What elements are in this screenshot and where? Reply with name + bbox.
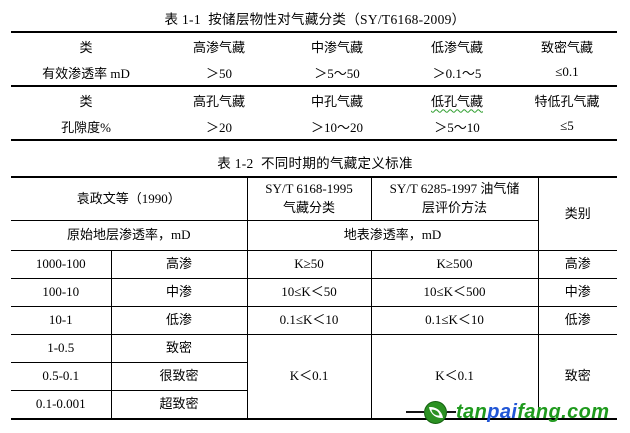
cell-subheader-surface-perm: 地表渗透率，mD	[246, 220, 539, 251]
watermark-text-fang: fang.com	[517, 400, 610, 423]
table-row: 100-10 中渗 10≤K＜50 10≤K＜500 中渗	[11, 278, 618, 307]
watermark-text-tan: tan	[456, 400, 488, 423]
table-row: 1-0.5 致密 K＜0.1 K＜0.1 致密	[11, 334, 618, 420]
table-1-1: 类 高渗气藏 中渗气藏 低渗气藏 致密气藏 有效渗透率 mD ＞50 ＞5～50…	[11, 31, 617, 141]
cell-low-por: 低孔气藏	[397, 85, 517, 113]
table-1-2: 袁政文等（1990） SY/T 6168-1995 气藏分类 SY/T 6285…	[11, 176, 618, 420]
cell-value: ＞0.1～5	[432, 65, 482, 81]
table-row: 1000-100 高渗 K≥50 K≥500 高渗	[11, 250, 618, 279]
cell-subheader-original-perm: 原始地层渗透率，mD	[11, 220, 248, 251]
cell-k-value: 10≤K＜500	[370, 278, 539, 307]
cell-value: ＞50	[205, 65, 232, 81]
cell-category: 中渗	[537, 278, 618, 307]
cell-category-merged: 致密	[537, 334, 618, 420]
watermark-text-pai: pai	[487, 400, 518, 423]
header-row: 原始地层渗透率，mD 地表渗透率，mD	[11, 220, 617, 251]
cell-range: 10-1	[11, 306, 112, 335]
cell-high-por: 高孔气藏	[161, 85, 277, 113]
table-row: 10-1 低渗 0.1≤K＜10 0.1≤K＜10 低渗	[11, 306, 618, 335]
cell-value: ＞5～10	[434, 119, 480, 135]
cell-value: ≤5	[560, 118, 574, 133]
table-1-2-title: 表 1-2 不同时期的气藏定义标准	[217, 156, 413, 171]
cell-sy6168-header: SY/T 6168-1995 气藏分类	[246, 176, 372, 221]
header-line: SY/T 6168-1995	[265, 181, 353, 197]
cell-mid-por: 中孔气藏	[277, 85, 397, 113]
cell-grade: 低渗	[110, 306, 248, 335]
watermark-dash	[406, 411, 424, 413]
cell-category: 低渗	[537, 306, 618, 335]
watermark-dash	[447, 411, 456, 413]
cell-k-merged: K＜0.1	[370, 334, 539, 420]
cell-k-value: K≥50	[246, 250, 372, 279]
cell-grade: 致密	[110, 334, 248, 363]
cell-k-value: 0.1≤K＜10	[246, 306, 372, 335]
table-row: 0.1-0.001 超致密	[11, 390, 617, 420]
cell-very-low-por: 特低孔气藏	[517, 85, 617, 113]
cell-low-perm: 低渗气藏	[430, 39, 483, 55]
cell-grade: 很致密	[110, 362, 248, 391]
cell-sy6285-header: SY/T 6285-1997 油气储 层评价方法	[370, 176, 539, 221]
cell-value: ≤0.1	[555, 64, 579, 79]
header-row: 袁政文等（1990） SY/T 6168-1995 气藏分类 SY/T 6285…	[11, 176, 618, 251]
cell-range: 1-0.5	[11, 334, 112, 363]
cell-grade: 超致密	[110, 390, 248, 420]
cell-category-header: 类别	[537, 176, 618, 251]
cell-high-perm: 高渗气藏	[192, 39, 245, 55]
watermark-tanpaifang: tanpaifang.com	[406, 398, 609, 426]
table-row: 有效渗透率 mD ＞50 ＞5～50 ＞0.1～5 ≤0.1	[11, 59, 617, 86]
cell-range: 0.1-0.001	[11, 390, 112, 420]
cell-value: ＞10～20	[310, 119, 363, 135]
cell-value: ＞20	[205, 119, 232, 135]
cell-k-value: 10≤K＜50	[246, 278, 372, 307]
table-row: 0.5-0.1 很致密	[11, 362, 617, 391]
cell-range: 1000-100	[11, 250, 112, 279]
cell-grade: 高渗	[110, 250, 248, 279]
cell-k-merged: K＜0.1	[246, 334, 372, 420]
watermark-text: tanpaifang.com	[456, 401, 609, 424]
cell-k-value: 0.1≤K＜10	[370, 306, 539, 335]
cell-category: 高渗	[537, 250, 618, 279]
table-row: 孔隙度% ＞20 ＞10～20 ＞5～10 ≤5	[11, 113, 617, 140]
table-1-1-title: 表 1-1 按储层物性对气藏分类（SY/T6168-2009）	[164, 12, 466, 27]
tanpaifang-logo-icon	[424, 400, 447, 424]
header-line: 层评价方法	[422, 200, 488, 215]
header-line: 气藏分类	[283, 200, 336, 215]
cell-grade: 中渗	[110, 278, 248, 307]
cell-tight: 致密气藏	[540, 39, 593, 55]
spellcheck-underline-text: 低孔气藏	[430, 93, 483, 109]
cell-perm-label: 有效渗透率 mD	[42, 65, 130, 81]
cell-range: 0.5-0.1	[11, 362, 112, 391]
cell-class-label: 类	[11, 85, 161, 113]
header-line: SY/T 6285-1997 油气储	[389, 181, 520, 197]
cell-value: ＞5～50	[314, 65, 360, 81]
cell-class-label: 类	[79, 39, 93, 55]
leaf-icon	[428, 404, 444, 420]
cell-author-header: 袁政文等（1990）	[11, 176, 248, 221]
table-row: 类 高孔气藏 中孔气藏 低孔气藏 特低孔气藏	[11, 85, 617, 113]
cell-k-value: K≥500	[370, 250, 539, 279]
cell-range: 100-10	[11, 278, 112, 307]
cell-porosity-label: 孔隙度%	[61, 119, 111, 135]
cell-mid-perm: 中渗气藏	[310, 39, 363, 55]
table-row: 类 高渗气藏 中渗气藏 低渗气藏 致密气藏	[11, 32, 617, 59]
